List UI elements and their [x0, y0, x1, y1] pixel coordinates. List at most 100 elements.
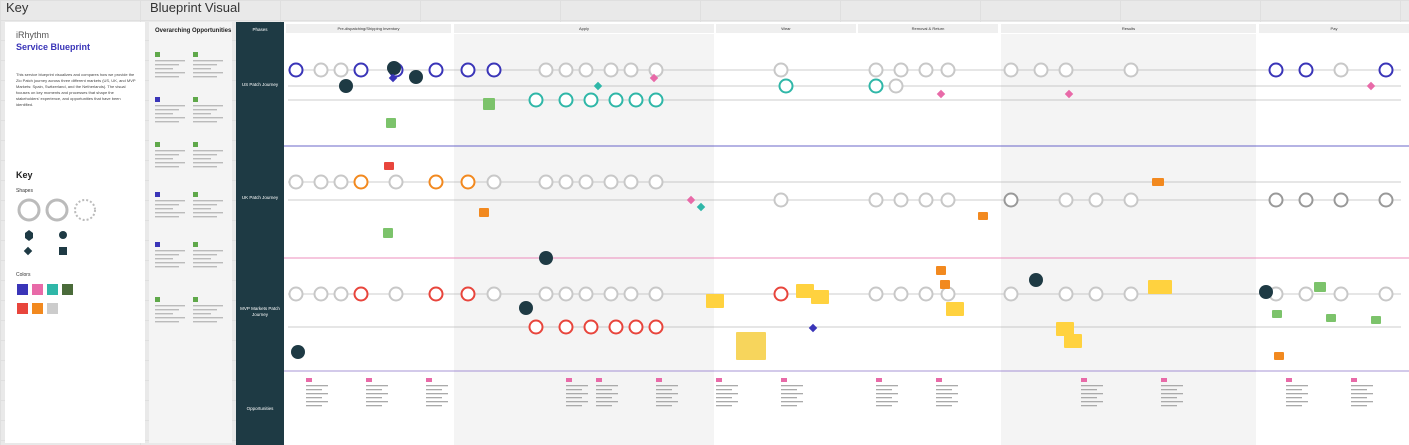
swatch-orange: [32, 303, 43, 314]
opportunity-card-text-line: [155, 313, 173, 315]
opportunities-panel[interactable]: Overarching Opportunities: [149, 22, 232, 443]
opportunity-text-line: [1161, 385, 1183, 387]
opportunity-card-text-line: [193, 254, 217, 256]
opportunity-text-line: [1351, 385, 1373, 387]
journey-step: [558, 92, 574, 108]
journey-step: [603, 174, 619, 190]
opportunity-card-text-line: [155, 158, 173, 160]
swatch-grey: [47, 303, 58, 314]
opportunity-text-line: [716, 389, 732, 391]
opportunity-text-line: [781, 389, 797, 391]
opportunity-tag: [366, 378, 372, 382]
opportunity-card-text-line: [193, 121, 217, 123]
opportunity-text-line: [876, 405, 892, 407]
journey-step: [893, 286, 909, 302]
opportunity-tag: [1081, 378, 1087, 382]
sticky-note: [706, 294, 724, 308]
opportunity-text-line: [1351, 405, 1367, 407]
sticky-note: [1152, 178, 1164, 186]
journey-step: [603, 286, 619, 302]
opportunity-card-text-line: [155, 317, 185, 319]
opportunity-card-text-line: [193, 162, 223, 164]
opportunity-card-text-line: [193, 64, 217, 66]
opportunity-card-text-line: [193, 154, 217, 156]
opportunity-text-line: [1351, 397, 1367, 399]
journey-step: [648, 92, 664, 108]
opportunity-card-text-line: [193, 317, 223, 319]
opportunity-text-line: [716, 393, 738, 395]
journey-step: [623, 174, 639, 190]
opportunity-text-line: [876, 385, 898, 387]
opportunity-text-line: [366, 385, 388, 387]
journey-step: [918, 62, 934, 78]
journey-step: [623, 62, 639, 78]
opportunity-card-text-line: [155, 204, 179, 206]
key-heading: Key: [16, 170, 33, 180]
journey-step: [1058, 62, 1074, 78]
opportunity-tag: [936, 378, 942, 382]
opportunity-text-line: [596, 385, 618, 387]
journey-step: [353, 286, 369, 302]
journey-step: [1123, 286, 1139, 302]
opportunity-card-text-line: [155, 266, 179, 268]
journey-step: [918, 286, 934, 302]
stage-apply: Apply: [454, 24, 714, 33]
journey-step: [313, 286, 329, 302]
navy-node: [409, 70, 423, 84]
shapes-heading: Shapes: [16, 188, 33, 194]
journey-step: [1268, 62, 1284, 78]
stage-predispatch: Pre-dispatching/Shipping Inventory: [286, 24, 451, 33]
opportunity-card-text-line: [193, 321, 217, 323]
swatch-red: [17, 303, 28, 314]
opportunity-text-line: [566, 401, 588, 403]
sticky-note: [383, 228, 393, 238]
blueprint-board[interactable]: Phases US Patch Journey UK Patch Journey…: [236, 22, 1409, 445]
journey-step: [1378, 192, 1394, 208]
journey-step: [538, 174, 554, 190]
opportunity-card-icon: [193, 242, 198, 247]
journey-step: [773, 62, 789, 78]
opportunity-tag: [781, 378, 787, 382]
opportunity-text-line: [566, 393, 588, 395]
opportunity-text-line: [306, 385, 328, 387]
journey-step: [528, 319, 544, 335]
journey-diagram: [284, 34, 1409, 445]
journey-step: [333, 62, 349, 78]
opportunity-text-line: [596, 393, 618, 395]
opportunity-tag: [1351, 378, 1357, 382]
opportunity-card-text-line: [193, 109, 217, 111]
opportunity-card-icon: [193, 297, 198, 302]
diamond-marker: [388, 73, 398, 83]
opportunity-text-line: [1081, 397, 1097, 399]
opportunity-tag: [876, 378, 882, 382]
opportunity-card-text-line: [193, 216, 217, 218]
stage-wear: Wear: [716, 24, 856, 33]
journey-step: [1033, 62, 1049, 78]
sticky-note: [1314, 282, 1326, 292]
opportunity-card-text-line: [193, 117, 223, 119]
sticky-note: [1056, 322, 1074, 336]
opportunity-tag: [716, 378, 722, 382]
opportunity-text-line: [876, 389, 892, 391]
colors-heading: Colors: [16, 272, 31, 278]
key-panel[interactable]: iRhythm Service Blueprint This service b…: [5, 22, 145, 443]
journey-step: [940, 286, 956, 302]
journey-step: [460, 174, 476, 190]
journey-step: [428, 62, 444, 78]
journey-step: [1268, 192, 1284, 208]
navy-node: [1029, 273, 1043, 287]
opportunity-text-line: [566, 397, 582, 399]
opportunity-card-text-line: [193, 150, 223, 152]
opportunity-card-text-line: [193, 313, 211, 315]
opportunity-card-text-line: [155, 166, 179, 168]
opportunity-card-text-line: [155, 76, 179, 78]
stage-removal: Removal & Return: [858, 24, 998, 33]
diamond-marker: [936, 89, 946, 99]
journey-step: [538, 286, 554, 302]
opportunity-card-text-line: [155, 68, 173, 70]
journey-step: [1058, 192, 1074, 208]
journey-step: [353, 174, 369, 190]
opportunity-text-line: [936, 393, 958, 395]
journey-step: [1378, 286, 1394, 302]
opportunity-card-text-line: [193, 68, 211, 70]
